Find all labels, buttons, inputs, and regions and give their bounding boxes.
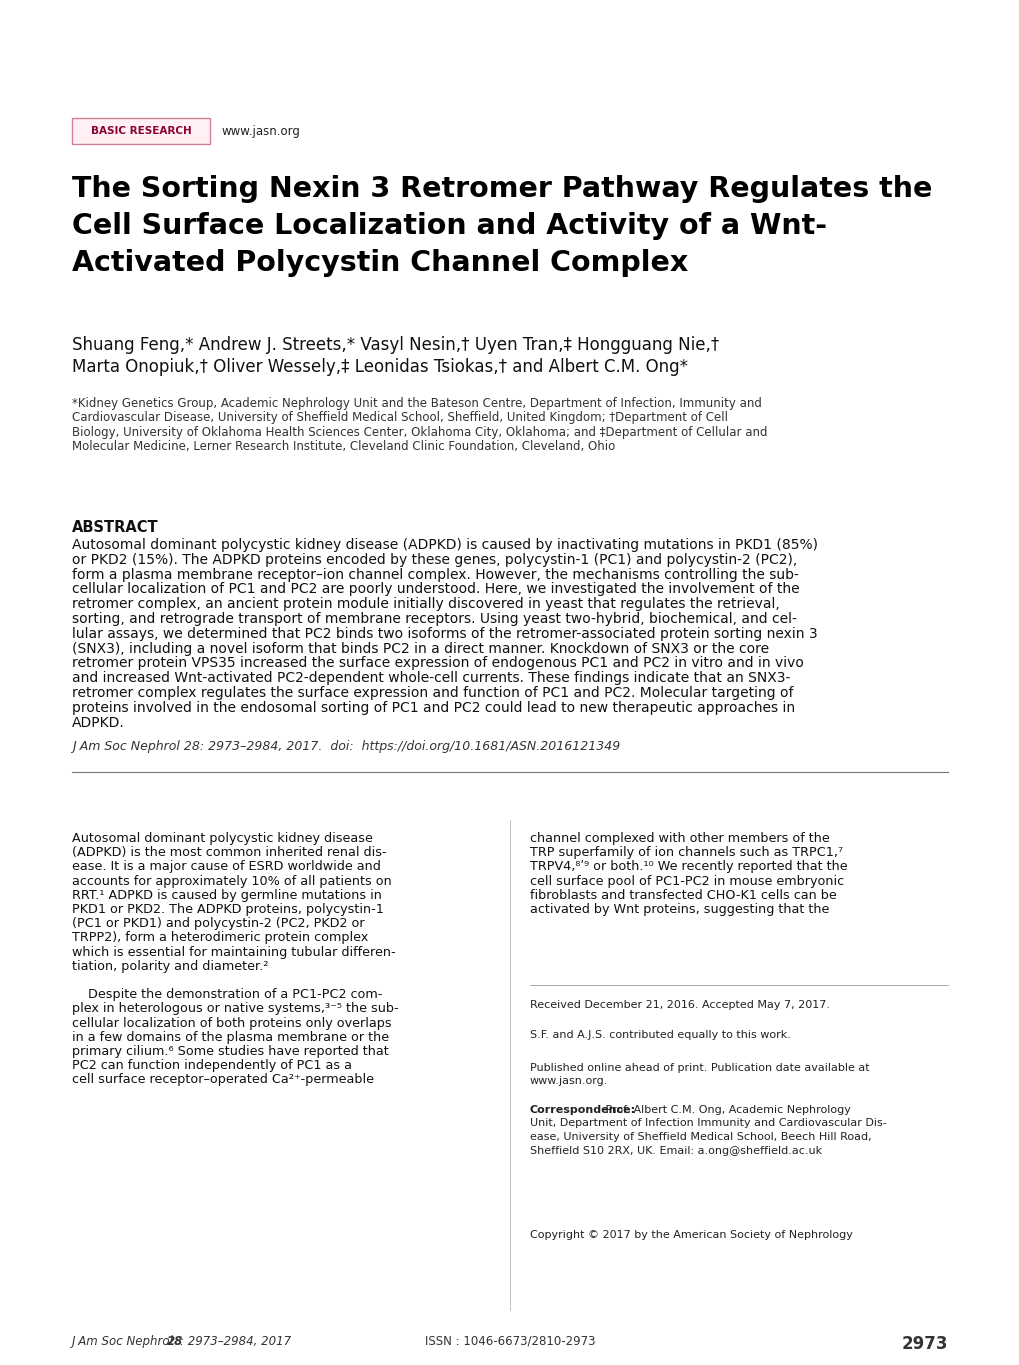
Text: RRT.¹ ADPKD is caused by germline mutations in: RRT.¹ ADPKD is caused by germline mutati… — [72, 889, 381, 902]
Text: Autosomal dominant polycystic kidney disease: Autosomal dominant polycystic kidney dis… — [72, 833, 373, 845]
Text: TRPP2), form a heterodimeric protein complex: TRPP2), form a heterodimeric protein com… — [72, 931, 368, 945]
Text: Shuang Feng,* Andrew J. Streets,* Vasyl Nesin,† Uyen Tran,‡ Hongguang Nie,†: Shuang Feng,* Andrew J. Streets,* Vasyl … — [72, 336, 718, 354]
Text: form a plasma membrane receptor–ion channel complex. However, the mechanisms con: form a plasma membrane receptor–ion chan… — [72, 568, 798, 581]
Text: or PKD2 (15%). The ADPKD proteins encoded by these genes, polycystin-1 (PC1) and: or PKD2 (15%). The ADPKD proteins encode… — [72, 553, 797, 566]
Text: ISSN : 1046-6673/2810-2973: ISSN : 1046-6673/2810-2973 — [424, 1335, 595, 1349]
Text: accounts for approximately 10% of all patients on: accounts for approximately 10% of all pa… — [72, 875, 391, 887]
Text: retromer protein VPS35 increased the surface expression of endogenous PC1 and PC: retromer protein VPS35 increased the sur… — [72, 657, 803, 670]
Text: Prof. Albert C.M. Ong, Academic Nephrology: Prof. Albert C.M. Ong, Academic Nephrolo… — [601, 1106, 850, 1115]
Text: primary cilium.⁶ Some studies have reported that: primary cilium.⁶ Some studies have repor… — [72, 1046, 388, 1058]
Text: www.jasn.org.: www.jasn.org. — [530, 1077, 607, 1087]
Text: ease. It is a major cause of ESRD worldwide and: ease. It is a major cause of ESRD worldw… — [72, 860, 380, 874]
Text: J Am Soc Nephrol 28: 2973–2984, 2017.  doi:  https://doi.org/10.1681/ASN.2016121: J Am Soc Nephrol 28: 2973–2984, 2017. do… — [72, 740, 620, 753]
Text: Cardiovascular Disease, University of Sheffield Medical School, Sheffield, Unite: Cardiovascular Disease, University of Sh… — [72, 411, 728, 425]
Text: which is essential for maintaining tubular differen-: which is essential for maintaining tubul… — [72, 946, 395, 958]
Text: tiation, polarity and diameter.²: tiation, polarity and diameter.² — [72, 960, 268, 973]
Text: 2973: 2973 — [901, 1335, 947, 1353]
Text: and increased Wnt-activated PC2-dependent whole-cell currents. These findings in: and increased Wnt-activated PC2-dependen… — [72, 672, 790, 685]
Text: TRP superfamily of ion channels such as TRPC1,⁷: TRP superfamily of ion channels such as … — [530, 846, 843, 859]
Text: The Sorting Nexin 3 Retromer Pathway Regulates the: The Sorting Nexin 3 Retromer Pathway Reg… — [72, 175, 931, 203]
Text: (SNX3), including a novel isoform that binds PC2 in a direct manner. Knockdown o: (SNX3), including a novel isoform that b… — [72, 642, 768, 655]
Text: Autosomal dominant polycystic kidney disease (ADPKD) is caused by inactivating m: Autosomal dominant polycystic kidney dis… — [72, 538, 817, 551]
Text: *Kidney Genetics Group, Academic Nephrology Unit and the Bateson Centre, Departm: *Kidney Genetics Group, Academic Nephrol… — [72, 397, 761, 410]
Text: BASIC RESEARCH: BASIC RESEARCH — [91, 126, 192, 136]
Text: Copyright © 2017 by the American Society of Nephrology: Copyright © 2017 by the American Society… — [530, 1230, 852, 1239]
Text: cellular localization of both proteins only overlaps: cellular localization of both proteins o… — [72, 1017, 391, 1029]
Text: (ADPKD) is the most common inherited renal dis-: (ADPKD) is the most common inherited ren… — [72, 846, 386, 859]
Text: PC2 can function independently of PC1 as a: PC2 can function independently of PC1 as… — [72, 1059, 352, 1072]
Text: J Am Soc Nephrol: J Am Soc Nephrol — [72, 1335, 177, 1349]
Text: S.F. and A.J.S. contributed equally to this work.: S.F. and A.J.S. contributed equally to t… — [530, 1031, 790, 1040]
Text: ease, University of Sheffield Medical School, Beech Hill Road,: ease, University of Sheffield Medical Sc… — [530, 1132, 871, 1143]
Text: Sheffield S10 2RX, UK. Email: a.ong@sheffield.ac.uk: Sheffield S10 2RX, UK. Email: a.ong@shef… — [530, 1145, 821, 1156]
Text: Published online ahead of print. Publication date available at: Published online ahead of print. Publica… — [530, 1063, 869, 1073]
FancyBboxPatch shape — [72, 117, 210, 143]
Text: Biology, University of Oklahoma Health Sciences Center, Oklahoma City, Oklahoma;: Biology, University of Oklahoma Health S… — [72, 426, 766, 440]
Text: proteins involved in the endosomal sorting of PC1 and PC2 could lead to new ther: proteins involved in the endosomal sorti… — [72, 700, 795, 715]
Text: Unit, Department of Infection Immunity and Cardiovascular Dis-: Unit, Department of Infection Immunity a… — [530, 1118, 886, 1129]
Text: sorting, and retrograde transport of membrane receptors. Using yeast two-hybrid,: sorting, and retrograde transport of mem… — [72, 612, 796, 627]
Text: retromer complex regulates the surface expression and function of PC1 and PC2. M: retromer complex regulates the surface e… — [72, 687, 793, 700]
Text: Activated Polycystin Channel Complex: Activated Polycystin Channel Complex — [72, 248, 688, 277]
Text: Molecular Medicine, Lerner Research Institute, Cleveland Clinic Foundation, Clev: Molecular Medicine, Lerner Research Inst… — [72, 441, 614, 453]
Text: retromer complex, an ancient protein module initially discovered in yeast that r: retromer complex, an ancient protein mod… — [72, 598, 779, 612]
Text: plex in heterologous or native systems,³⁻⁵ the sub-: plex in heterologous or native systems,³… — [72, 1002, 398, 1016]
Text: lular assays, we determined that PC2 binds two isoforms of the retromer-associat: lular assays, we determined that PC2 bin… — [72, 627, 817, 640]
Text: ABSTRACT: ABSTRACT — [72, 520, 159, 535]
Text: Correspondence:: Correspondence: — [530, 1106, 636, 1115]
Text: 28: 28 — [167, 1335, 183, 1349]
Text: fibroblasts and transfected CHO-K1 cells can be: fibroblasts and transfected CHO-K1 cells… — [530, 889, 836, 902]
Text: : 2973–2984, 2017: : 2973–2984, 2017 — [179, 1335, 290, 1349]
Text: cellular localization of PC1 and PC2 are poorly understood. Here, we investigate: cellular localization of PC1 and PC2 are… — [72, 583, 799, 597]
Text: (PC1 or PKD1) and polycystin-2 (PC2, PKD2 or: (PC1 or PKD1) and polycystin-2 (PC2, PKD… — [72, 917, 364, 930]
Text: www.jasn.org: www.jasn.org — [222, 124, 301, 138]
Text: ADPKD.: ADPKD. — [72, 715, 124, 730]
Text: Cell Surface Localization and Activity of a Wnt-: Cell Surface Localization and Activity o… — [72, 212, 826, 240]
Text: Marta Onopiuk,† Oliver Wessely,‡ Leonidas Tsiokas,† and Albert C.M. Ong*: Marta Onopiuk,† Oliver Wessely,‡ Leonida… — [72, 358, 688, 375]
Text: cell surface receptor–operated Ca²⁺-permeable: cell surface receptor–operated Ca²⁺-perm… — [72, 1073, 374, 1087]
Text: channel complexed with other members of the: channel complexed with other members of … — [530, 833, 828, 845]
Text: cell surface pool of PC1-PC2 in mouse embryonic: cell surface pool of PC1-PC2 in mouse em… — [530, 875, 844, 887]
Text: in a few domains of the plasma membrane or the: in a few domains of the plasma membrane … — [72, 1031, 388, 1044]
Text: activated by Wnt proteins, suggesting that the: activated by Wnt proteins, suggesting th… — [530, 904, 828, 916]
Text: Received December 21, 2016. Accepted May 7, 2017.: Received December 21, 2016. Accepted May… — [530, 1001, 829, 1010]
Text: Despite the demonstration of a PC1-PC2 com-: Despite the demonstration of a PC1-PC2 c… — [72, 988, 382, 1001]
Text: PKD1 or PKD2. The ADPKD proteins, polycystin-1: PKD1 or PKD2. The ADPKD proteins, polycy… — [72, 904, 383, 916]
Text: TRPV4,⁸ʹ⁹ or both.¹⁰ We recently reported that the: TRPV4,⁸ʹ⁹ or both.¹⁰ We recently reporte… — [530, 860, 847, 874]
